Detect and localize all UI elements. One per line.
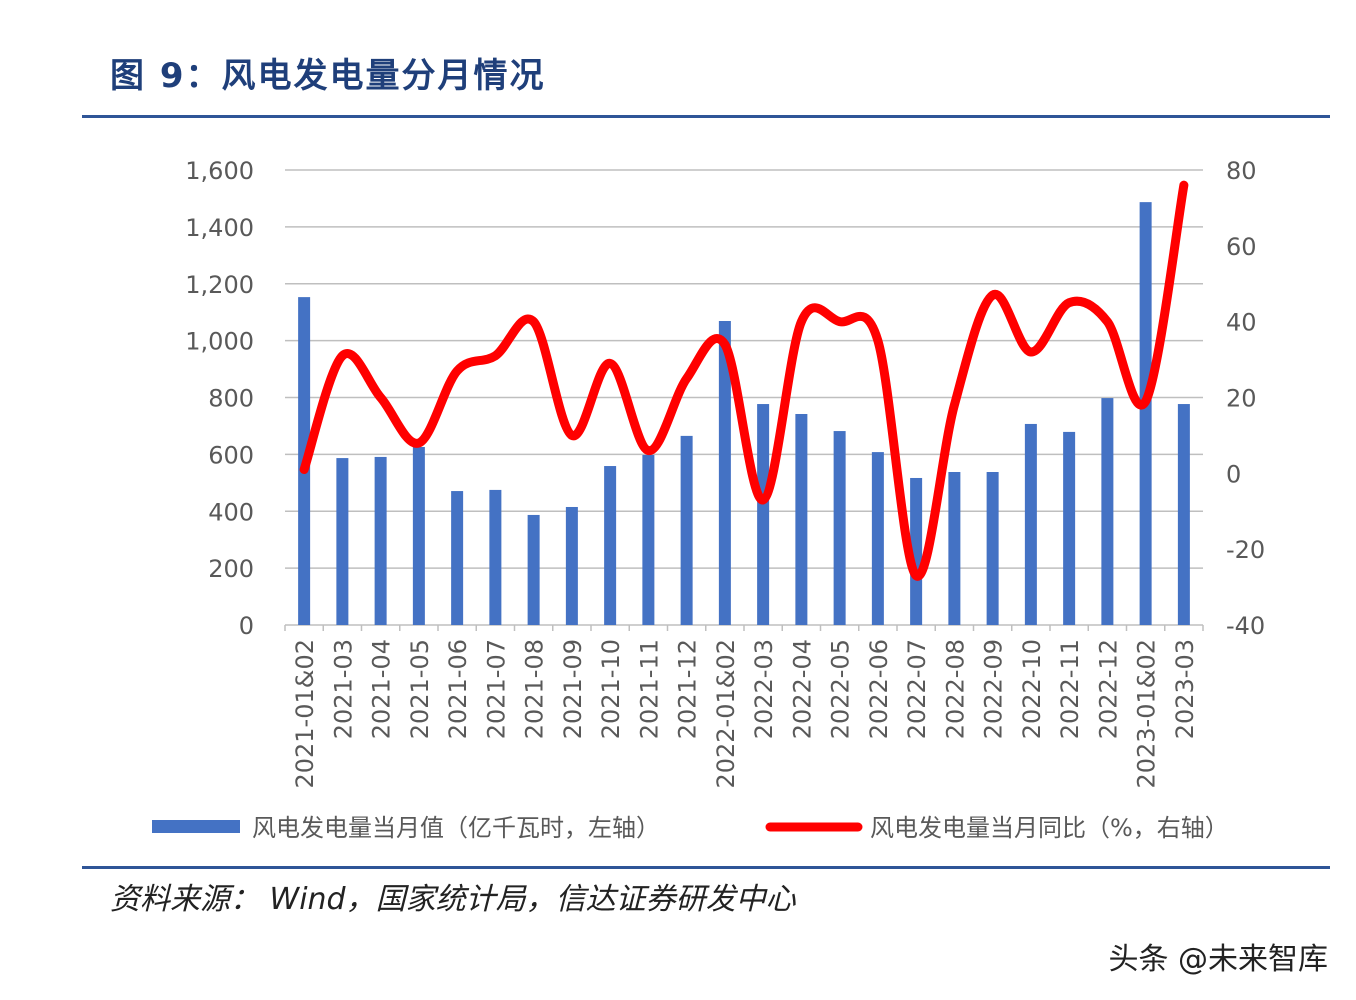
left-tick-label: 400 [208, 498, 254, 526]
x-tick-label: 2021-11 [635, 639, 663, 739]
right-tick-label: 40 [1226, 309, 1257, 337]
bar [374, 456, 387, 625]
bar [757, 404, 770, 625]
x-tick-label: 2022-03 [750, 639, 778, 739]
bar [1024, 423, 1037, 625]
bar [871, 452, 884, 625]
bar [565, 506, 578, 625]
bar [833, 431, 846, 625]
bar [527, 514, 540, 625]
x-tick-label: 2022-05 [827, 639, 855, 739]
left-tick-label: 200 [208, 555, 254, 583]
left-tick-label: 1,000 [185, 328, 254, 356]
figure-title: 图 9：风电发电量分月情况 [110, 56, 546, 96]
x-tick-label: 2021-06 [444, 639, 472, 739]
legend-bar-swatch [152, 820, 240, 833]
right-tick-label: -40 [1226, 612, 1265, 640]
bar [795, 413, 808, 625]
left-tick-label: 600 [208, 441, 254, 469]
x-tick-label: 2022-12 [1094, 639, 1122, 739]
top-divider [82, 115, 1330, 118]
right-tick-label: -20 [1226, 536, 1265, 564]
x-tick-label: 2021-08 [521, 639, 549, 739]
bar [489, 489, 502, 625]
right-tick-label: 60 [1226, 233, 1257, 261]
x-tick-label: 2021-04 [368, 639, 396, 739]
x-tick-label: 2022-07 [903, 639, 931, 739]
x-tick-label: 2023-01&02 [1133, 639, 1161, 789]
bar [336, 458, 349, 625]
x-tick-label: 2021-03 [329, 639, 357, 739]
x-tick-label: 2022-09 [980, 639, 1008, 739]
bar [680, 435, 693, 625]
x-tick-label: 2022-04 [788, 639, 816, 739]
bar [1063, 431, 1076, 625]
left-tick-label: 1,200 [185, 271, 254, 299]
left-tick-label: 800 [208, 385, 254, 413]
legend-bar-label: 风电发电量当月值（亿千瓦时，左轴） [252, 814, 660, 842]
bar [718, 321, 731, 625]
left-tick-label: 1,400 [185, 214, 254, 242]
bar [642, 454, 655, 625]
bar [1177, 404, 1190, 625]
x-tick-label: 2022-11 [1056, 639, 1084, 739]
source-note: 资料来源： Wind，国家统计局，信达证券研发中心 [110, 882, 796, 917]
x-tick-label: 2022-08 [941, 639, 969, 739]
x-tick-label: 2023-03 [1171, 639, 1199, 739]
x-tick-label: 2022-10 [1018, 639, 1046, 739]
x-tick-label: 2022-01&02 [712, 639, 740, 789]
bar [1139, 202, 1152, 625]
right-tick-label: 0 [1226, 460, 1241, 488]
legend-line-label: 风电发电量当月同比（%，右轴） [870, 814, 1229, 842]
x-tick-label: 2021-05 [406, 639, 434, 739]
bar [1101, 398, 1114, 625]
bottom-divider [82, 866, 1330, 869]
x-tick-label: 2021-12 [674, 639, 702, 739]
watermark: 头条 @未来智库 [1108, 942, 1328, 977]
x-tick-label: 2021-09 [559, 639, 587, 739]
yoy-line [299, 180, 1189, 581]
x-tick-label: 2021-01&02 [291, 639, 319, 789]
bar [910, 477, 923, 625]
right-tick-label: 20 [1226, 385, 1257, 413]
right-tick-label: 80 [1226, 157, 1257, 185]
bar [948, 472, 961, 625]
bar [412, 446, 425, 625]
bar [986, 472, 999, 625]
x-tick-label: 2021-10 [597, 639, 625, 739]
left-tick-label: 0 [239, 612, 254, 640]
bar [604, 466, 617, 625]
x-tick-label: 2022-06 [865, 639, 893, 739]
x-tick-label: 2021-07 [482, 639, 510, 739]
bar [451, 491, 464, 625]
left-tick-label: 1,600 [185, 157, 254, 185]
